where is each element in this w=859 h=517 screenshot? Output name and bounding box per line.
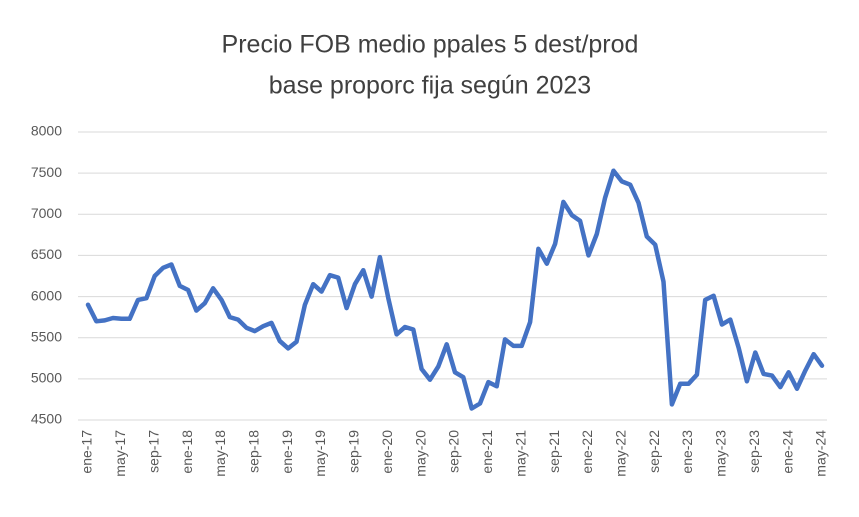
x-tick-label: may-18 bbox=[212, 430, 228, 477]
y-tick-label: 7000 bbox=[31, 205, 62, 221]
x-tick-label: sep-17 bbox=[145, 430, 161, 473]
x-tick-label: may-22 bbox=[613, 430, 629, 477]
chart-title: Precio FOB medio ppales 5 dest/prod bbox=[222, 31, 639, 59]
x-tick-label: may-19 bbox=[312, 430, 328, 477]
y-tick-label: 6000 bbox=[31, 287, 62, 303]
x-tick-label: ene-22 bbox=[579, 430, 595, 474]
y-tick-label: 4500 bbox=[31, 411, 62, 427]
x-tick-label: may-17 bbox=[112, 430, 128, 477]
x-tick-label: may-24 bbox=[813, 430, 829, 477]
data-line bbox=[85, 168, 825, 411]
x-tick-label: sep-22 bbox=[646, 430, 662, 473]
x-tick-label: ene-23 bbox=[679, 430, 695, 474]
x-tick-label: may-21 bbox=[512, 430, 528, 477]
y-tick-label: 5500 bbox=[31, 328, 62, 344]
x-tick-label: sep-21 bbox=[546, 430, 562, 473]
x-tick-label: may-23 bbox=[713, 430, 729, 477]
y-tick-label: 7500 bbox=[31, 164, 62, 180]
x-tick-label: ene-19 bbox=[279, 430, 295, 474]
x-tick-label: may-20 bbox=[412, 430, 428, 477]
x-tick-label: ene-20 bbox=[379, 430, 395, 474]
x-tick-label: sep-20 bbox=[446, 430, 462, 473]
x-tick-label: ene-24 bbox=[779, 430, 795, 474]
x-tick-label: ene-21 bbox=[479, 430, 495, 474]
x-tick-label: sep-18 bbox=[246, 430, 262, 473]
y-tick-label: 6500 bbox=[31, 246, 62, 262]
x-tick-label: sep-23 bbox=[746, 430, 762, 473]
y-tick-label: 5000 bbox=[31, 370, 62, 386]
y-tick-label: 8000 bbox=[31, 123, 62, 139]
x-tick-label: sep-19 bbox=[346, 430, 362, 473]
chart-subtitle: base proporc fija según 2023 bbox=[269, 72, 591, 100]
x-tick-label: ene-17 bbox=[79, 430, 95, 474]
x-tick-label: ene-18 bbox=[179, 430, 195, 474]
